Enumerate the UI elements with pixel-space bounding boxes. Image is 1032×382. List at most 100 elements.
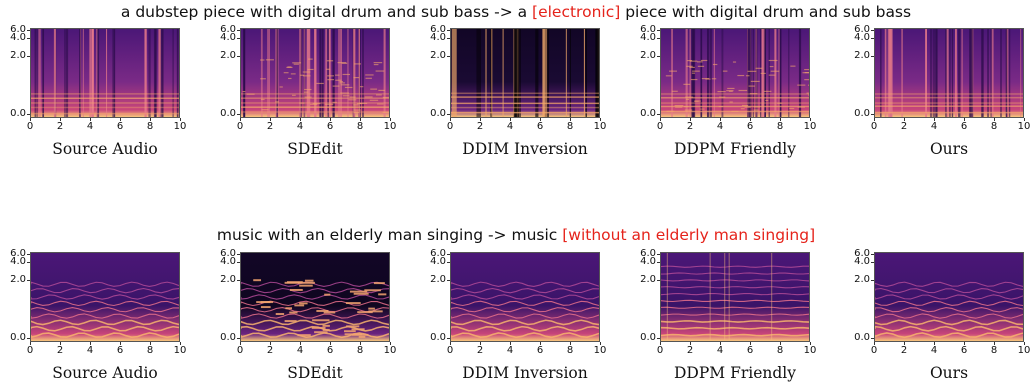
x-tick-mark [360,118,361,121]
x-tick-label: 2 [266,121,274,132]
y-tick-mark [871,254,874,255]
x-tick-mark [510,118,511,121]
x-tick-label: 0 [26,345,34,356]
x-tick-mark [994,118,995,121]
y-tick-label: 2.0 [430,50,446,61]
x-tick-label: 4 [930,345,938,356]
spectrogram-image [30,28,180,118]
x-tick-mark [904,342,905,345]
x-tick-mark [300,118,301,121]
x-tick-mark [690,118,691,121]
x-tick-mark [510,342,511,345]
y-tick-mark [27,280,30,281]
x-tick-mark [270,342,271,345]
x-tick-mark [120,118,121,121]
y-tick-mark [237,114,240,115]
y-tick-label: 0.0 [430,332,446,343]
y-tick-mark [27,56,30,57]
x-tick-mark [904,118,905,121]
y-tick-mark [237,280,240,281]
spectrogram-panel: 6.0 4.0 2.0 0.0 0 2 4 6 8 10 DDIM Inversion [420,249,616,382]
x-tick-mark [750,342,751,345]
x-tick-label: 8 [356,121,364,132]
x-tick-label: 6 [746,345,754,356]
x-tick-label: 4 [716,345,724,356]
x-tick-label: 4 [506,345,514,356]
y-tick-label: 0.0 [10,108,26,119]
y-tick-mark [27,254,30,255]
y-tick-mark [237,262,240,263]
y-tick-label: 0.0 [220,332,236,343]
x-tick-label: 6 [326,121,334,132]
y-tick-label: 0.0 [854,332,870,343]
x-tick-mark [720,342,721,345]
spectrogram-image [660,28,810,118]
x-tick-mark [1024,342,1025,345]
x-tick-label: 8 [146,121,154,132]
x-tick-mark [60,118,61,121]
method-label: Ours [929,140,969,158]
y-tick-label: 4.0 [10,32,26,43]
x-tick-label: 10 [173,345,187,356]
y-tick-mark [27,114,30,115]
y-tick-label: 6.0 [220,24,236,35]
y-tick-mark [871,114,874,115]
x-tick-mark [600,118,601,121]
y-tick-label: 4.0 [854,32,870,43]
x-tick-mark [240,118,241,121]
x-tick-label: 0 [870,345,878,356]
x-tick-label: 0 [236,345,244,356]
x-tick-label: 2 [476,121,484,132]
y-tick-mark [447,262,450,263]
y-tick-label: 0.0 [640,108,656,119]
y-tick-mark [871,280,874,281]
y-tick-mark [447,254,450,255]
x-tick-label: 10 [383,345,397,356]
x-tick-label: 2 [686,345,694,356]
y-tick-label: 4.0 [640,32,656,43]
x-tick-mark [300,342,301,345]
x-tick-mark [30,342,31,345]
x-tick-label: 8 [776,121,784,132]
x-tick-label: 0 [446,121,454,132]
x-tick-label: 0 [236,121,244,132]
x-tick-mark [480,118,481,121]
spectrogram-panel: 6.0 4.0 2.0 0.0 0 2 4 6 8 10 SDEdit [210,24,406,159]
spectrogram-image [450,28,600,118]
x-tick-label: 4 [296,121,304,132]
x-tick-mark [570,342,571,345]
y-tick-mark [27,30,30,31]
x-tick-mark [270,118,271,121]
x-tick-label: 0 [870,121,878,132]
y-tick-mark [447,30,450,31]
x-tick-mark [570,118,571,121]
x-tick-mark [480,342,481,345]
x-tick-label: 8 [356,345,364,356]
spectrogram-image [450,252,600,342]
method-label: Source Audio [52,140,158,158]
y-tick-label: 4.0 [640,256,656,267]
x-tick-label: 2 [900,345,908,356]
y-tick-label: 6.0 [640,248,656,259]
x-tick-label: 8 [776,345,784,356]
row2-caption: music with an elderly man singing -> mus… [0,226,1032,244]
y-tick-label: 6.0 [220,248,236,259]
y-tick-label: 0.0 [854,108,870,119]
method-label: SDEdit [287,140,343,158]
y-tick-label: 4.0 [220,32,236,43]
y-tick-label: 2.0 [220,50,236,61]
x-tick-label: 4 [506,121,514,132]
x-tick-label: 6 [960,121,968,132]
spectrogram-panel: 6.0 4.0 2.0 0.0 0 2 4 6 8 10 Source Audio [0,25,196,159]
x-tick-mark [660,342,661,345]
x-tick-label: 10 [173,121,187,132]
y-tick-label: 4.0 [220,256,236,267]
x-tick-label: 4 [86,121,94,132]
y-tick-label: 6.0 [854,248,870,259]
x-tick-label: 4 [296,345,304,356]
y-tick-mark [27,262,30,263]
row2-caption-highlight: [without an elderly man singing] [562,226,816,244]
y-tick-mark [657,338,660,339]
y-tick-mark [447,280,450,281]
y-tick-label: 6.0 [854,24,870,35]
